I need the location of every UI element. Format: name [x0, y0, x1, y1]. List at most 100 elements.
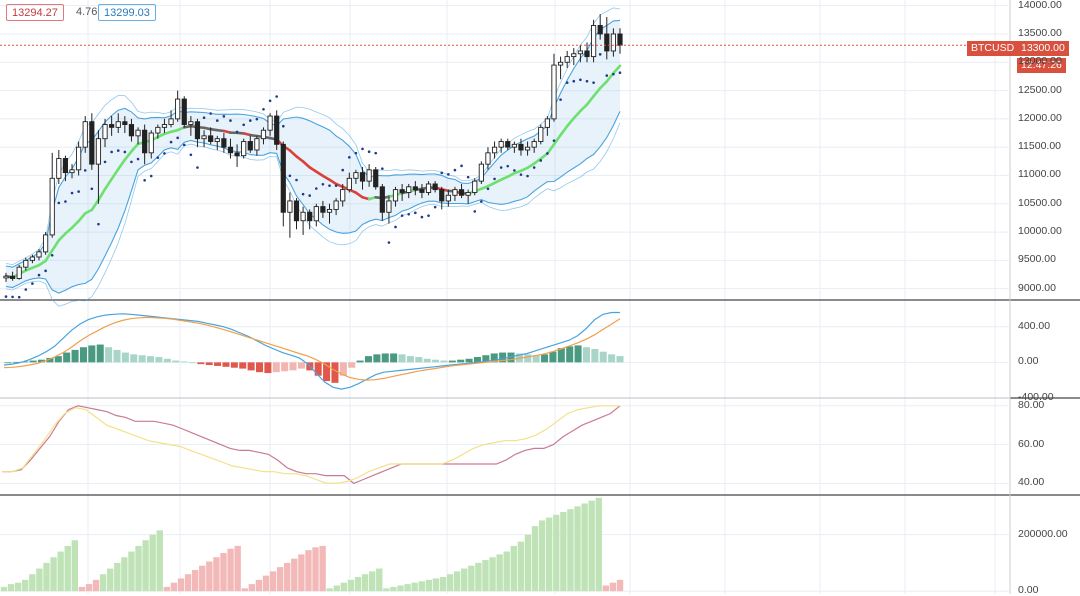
candle-body	[420, 190, 424, 193]
bid-price-box[interactable]: 13294.27	[6, 4, 64, 21]
candle-body	[222, 139, 226, 147]
candle-body	[327, 209, 331, 212]
sar-dot	[586, 80, 589, 83]
volume-bar	[482, 560, 488, 591]
sar-dot	[104, 161, 107, 164]
sar-dot	[599, 53, 602, 56]
candle	[169, 110, 173, 127]
candle-body	[426, 184, 430, 192]
volume-bar	[72, 540, 78, 591]
sar-dot	[190, 154, 193, 157]
candle-body	[598, 25, 602, 33]
candle-body	[275, 116, 279, 144]
sar-dot	[157, 156, 160, 159]
macd-histogram-bar	[298, 362, 305, 368]
macd-histogram-bar	[63, 353, 70, 363]
price-tick-label: 9500.00	[1018, 253, 1056, 265]
candle-body	[116, 122, 120, 128]
macd-histogram-bar	[449, 361, 456, 363]
sar-dot	[249, 119, 252, 122]
candle-body	[109, 125, 113, 128]
candle-body	[308, 212, 312, 220]
macd-histogram-bar	[264, 362, 271, 373]
candle-body	[215, 139, 219, 142]
volume-bar	[107, 569, 113, 592]
volume-bar	[220, 553, 226, 591]
candle	[374, 167, 378, 190]
candle-body	[446, 195, 450, 201]
macd-line	[4, 313, 620, 390]
macd-histogram-bar	[172, 361, 179, 363]
macd-histogram-bar	[97, 345, 104, 363]
candle-body	[268, 116, 272, 130]
sar-dot	[18, 296, 21, 299]
volume-bar	[256, 580, 262, 591]
sar-dot	[355, 152, 358, 155]
volume-bar	[227, 549, 233, 591]
macd-histogram-bar	[432, 360, 439, 363]
candle-body	[558, 62, 562, 65]
macd-histogram-bar	[139, 355, 146, 362]
volume-bar	[128, 552, 134, 592]
volume-bar	[142, 540, 148, 591]
candle-body	[578, 51, 582, 54]
candle-body	[37, 252, 41, 257]
macd-histogram-bar	[390, 353, 397, 362]
volume-bar	[192, 570, 198, 591]
sar-dot	[124, 151, 127, 154]
candle-body	[479, 164, 483, 181]
volume-bar	[588, 501, 594, 592]
volume-bar	[65, 546, 71, 591]
sar-dot	[487, 187, 490, 190]
sar-dot	[506, 165, 509, 168]
sar-dot	[427, 214, 430, 217]
macd-histogram-bar	[105, 347, 112, 362]
volume-bar	[178, 578, 184, 591]
volume-bar	[234, 546, 240, 591]
candle	[473, 178, 477, 195]
macd-histogram-bar	[248, 362, 255, 370]
volume-bar	[411, 583, 417, 591]
candle-body	[96, 139, 100, 164]
volume-bar	[277, 567, 283, 591]
volume-bar	[86, 584, 92, 591]
sar-dot	[559, 98, 562, 101]
price-tick-label: 12500.00	[1018, 84, 1062, 96]
candle-body	[453, 190, 457, 196]
volume-bar	[185, 574, 191, 591]
candle-body	[209, 136, 213, 142]
candle-body	[413, 187, 417, 190]
volume-bar	[100, 574, 106, 591]
sar-dot	[454, 169, 457, 172]
macd-histogram-bar	[457, 360, 464, 363]
sar-dot	[612, 73, 615, 76]
sar-dot	[394, 226, 397, 229]
candle-body	[506, 142, 510, 148]
volume-bar	[171, 583, 177, 591]
volume-bar	[305, 550, 311, 591]
ask-price-box[interactable]: 13299.03	[98, 4, 156, 21]
osc-tick-label: 60.00	[1018, 438, 1044, 450]
macd-histogram-bar	[407, 356, 414, 362]
macd-histogram-bar	[583, 347, 590, 362]
macd-histogram-bar	[616, 356, 623, 362]
volume-bar	[525, 535, 531, 592]
candle-body	[17, 267, 21, 278]
sar-dot	[520, 173, 523, 176]
macd-histogram-bar	[524, 354, 531, 362]
candle-body	[301, 212, 305, 220]
volume-bar	[433, 578, 439, 591]
sar-dot	[421, 216, 424, 219]
candle	[43, 232, 47, 255]
volume-bar	[206, 561, 212, 591]
volume-bar	[270, 571, 276, 591]
sar-dot	[553, 139, 556, 142]
candle	[308, 209, 312, 229]
volume-bar	[150, 535, 156, 592]
macd-histogram-bar	[122, 353, 129, 363]
candle	[17, 265, 21, 280]
volume-bar	[36, 569, 42, 592]
sar-dot	[447, 173, 450, 176]
candle-body	[182, 99, 186, 124]
